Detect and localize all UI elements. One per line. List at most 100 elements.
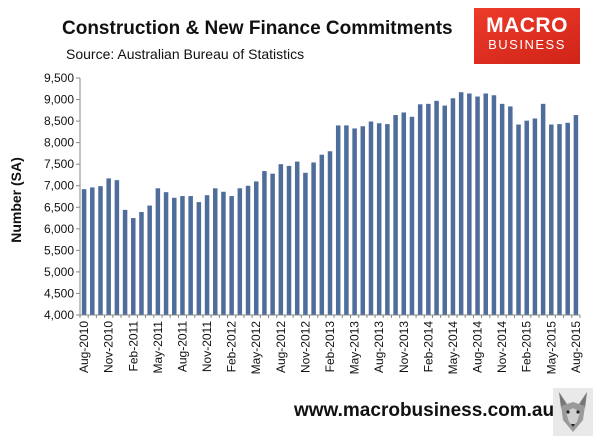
bar: Nov-2014: 8900 bbox=[499, 103, 505, 315]
x-tick-label: Nov-2014 bbox=[495, 321, 509, 373]
x-tick-label: Aug-2012 bbox=[274, 321, 288, 373]
bar: Oct-2014: 9100 bbox=[491, 95, 497, 316]
bar: Sep-2010: 6960 bbox=[90, 187, 95, 315]
y-tick-label: 9,500 bbox=[44, 71, 74, 85]
x-tick-label: Feb-2013 bbox=[323, 321, 337, 373]
bar: Feb-2015: 8510 bbox=[524, 120, 529, 315]
bar: Apr-2013: 8400 bbox=[344, 125, 349, 316]
bar: Apr-2014: 8860 bbox=[442, 105, 448, 315]
bar: Feb-2011: 6250 bbox=[131, 218, 136, 315]
bar: Jul-2015: 8460 bbox=[565, 122, 570, 315]
bar: Jan-2011: 6440 bbox=[122, 209, 128, 315]
bar: Jan-2013: 7720 bbox=[319, 154, 325, 315]
bar: Jun-2013: 8380 bbox=[360, 126, 366, 315]
x-tick-label: Feb-2012 bbox=[225, 321, 239, 373]
bar: Aug-2015: 8640 bbox=[573, 115, 579, 315]
x-tick-label: May-2014 bbox=[446, 321, 460, 375]
bar: Jun-2014: 9170 bbox=[458, 92, 464, 315]
bar: Aug-2010: 6920 bbox=[81, 189, 87, 315]
logo-line-1: MACRO bbox=[486, 14, 568, 37]
bar: Jan-2014: 8890 bbox=[417, 104, 423, 315]
y-tick-label: 7,500 bbox=[44, 157, 74, 171]
bar: Jul-2011: 6720 bbox=[172, 197, 177, 315]
y-tick-label: 7,000 bbox=[44, 179, 74, 193]
y-axis-label-group: Number (SA) bbox=[8, 157, 24, 243]
bar: Aug-2014: 9070 bbox=[475, 96, 480, 315]
y-tick-label: 4,000 bbox=[44, 308, 74, 322]
bar: Aug-2011: 6760 bbox=[180, 196, 185, 315]
bar: Dec-2012: 7540 bbox=[311, 162, 316, 315]
bar: May-2013: 8330 bbox=[352, 128, 357, 315]
chart-title: Construction & New Finance Commitments bbox=[62, 18, 453, 39]
bar: Nov-2011: 6780 bbox=[204, 195, 210, 315]
bar: Mar-2011: 6390 bbox=[139, 212, 144, 315]
x-tick-label: May-2015 bbox=[544, 321, 558, 375]
chart-source: Source: Australian Bureau of Statistics bbox=[66, 46, 305, 62]
bar: May-2012: 7100 bbox=[253, 181, 259, 315]
bar: Mar-2015: 8560 bbox=[532, 118, 538, 315]
bar: Sep-2014: 9140 bbox=[483, 93, 488, 315]
y-tick-label: 5,500 bbox=[44, 243, 74, 257]
y-tick-label: 6,500 bbox=[44, 200, 74, 214]
y-tick-label: 4,500 bbox=[44, 286, 74, 300]
bar: Feb-2014: 8900 bbox=[426, 103, 431, 315]
bar: Apr-2012: 7000 bbox=[245, 185, 251, 315]
x-tick-label: Nov-2012 bbox=[298, 321, 312, 373]
bar: Nov-2010: 7170 bbox=[106, 178, 111, 315]
macrobusiness-logo: MACRO BUSINESS bbox=[474, 8, 580, 64]
bar: Dec-2014: 8840 bbox=[508, 106, 513, 315]
bar: Jun-2015: 8430 bbox=[557, 124, 562, 315]
bar: Dec-2013: 8600 bbox=[409, 116, 415, 315]
bar: Apr-2015: 8900 bbox=[540, 103, 546, 315]
bar: May-2014: 9030 bbox=[450, 98, 456, 315]
bar: Jul-2012: 7280 bbox=[270, 173, 275, 315]
bar: Mar-2012: 6940 bbox=[237, 188, 243, 315]
y-tick-label: 6,000 bbox=[44, 222, 74, 236]
bar: Jun-2011: 6850 bbox=[163, 192, 169, 315]
y-tick-label: 9,000 bbox=[44, 93, 74, 107]
x-tick-label: Feb-2011 bbox=[126, 321, 140, 372]
bar: Sep-2011: 6760 bbox=[188, 196, 193, 315]
x-tick-label: Feb-2014 bbox=[421, 321, 435, 373]
y-tick-label: 8,500 bbox=[44, 114, 74, 128]
x-tick-label: Aug-2015 bbox=[569, 321, 583, 373]
x-tick-label: Feb-2015 bbox=[520, 321, 534, 373]
x-tick-label: May-2012 bbox=[249, 321, 263, 375]
y-axis-label: Number (SA) bbox=[8, 157, 24, 243]
bar: Oct-2010: 6990 bbox=[98, 186, 103, 315]
bar: May-2011: 6940 bbox=[155, 188, 161, 315]
bar: Jan-2012: 6860 bbox=[221, 191, 226, 315]
bar: Aug-2013: 8450 bbox=[376, 123, 382, 315]
footer-url[interactable]: www.macrobusiness.com.au bbox=[294, 400, 555, 421]
bar: Oct-2013: 8640 bbox=[393, 115, 398, 315]
x-tick-label: Aug-2013 bbox=[372, 321, 386, 373]
bar: Oct-2011: 6620 bbox=[196, 202, 202, 315]
bar: Feb-2012: 6760 bbox=[229, 196, 234, 315]
bar: Jun-2012: 7340 bbox=[262, 171, 267, 315]
x-tick-label: Aug-2011 bbox=[175, 321, 189, 372]
bar: Nov-2012: 7300 bbox=[303, 172, 308, 315]
bar: Oct-2012: 7560 bbox=[294, 161, 300, 315]
x-tick-label: Aug-2010 bbox=[77, 321, 91, 373]
logo-line-2: BUSINESS bbox=[488, 37, 566, 52]
bar: Feb-2013: 7800 bbox=[327, 151, 333, 315]
bar: Mar-2014: 8970 bbox=[434, 100, 439, 315]
x-tick-label: Nov-2011 bbox=[200, 321, 214, 372]
bar: Mar-2013: 8400 bbox=[335, 125, 341, 316]
x-axis: Aug-2010 Nov-2010 Feb-2011 May-2011 Aug-2011… bbox=[77, 314, 583, 375]
x-tick-label: Aug-2014 bbox=[471, 321, 485, 373]
bar-series: Aug-2010: 6920Sep-2010: 6960Oct-2010: 69… bbox=[81, 92, 579, 316]
x-tick-label: May-2013 bbox=[348, 321, 362, 375]
bar: Apr-2011: 6540 bbox=[147, 205, 152, 315]
bar: Jul-2014: 9140 bbox=[467, 93, 472, 315]
bar: Sep-2012: 7460 bbox=[286, 165, 292, 315]
y-tick-label: 5,000 bbox=[44, 265, 74, 279]
bar: Dec-2011: 6940 bbox=[212, 188, 218, 315]
y-axis: 4,000 4,500 5,000 5,500 6,000 6,500 7,000 7,500… bbox=[44, 71, 81, 322]
bar: Sep-2013: 8430 bbox=[385, 124, 390, 315]
y-tick-label: 8,000 bbox=[44, 136, 74, 150]
bar: Jul-2013: 8490 bbox=[368, 121, 374, 316]
x-tick-label: May-2011 bbox=[151, 321, 165, 374]
bar: Jan-2015: 8420 bbox=[516, 124, 521, 315]
